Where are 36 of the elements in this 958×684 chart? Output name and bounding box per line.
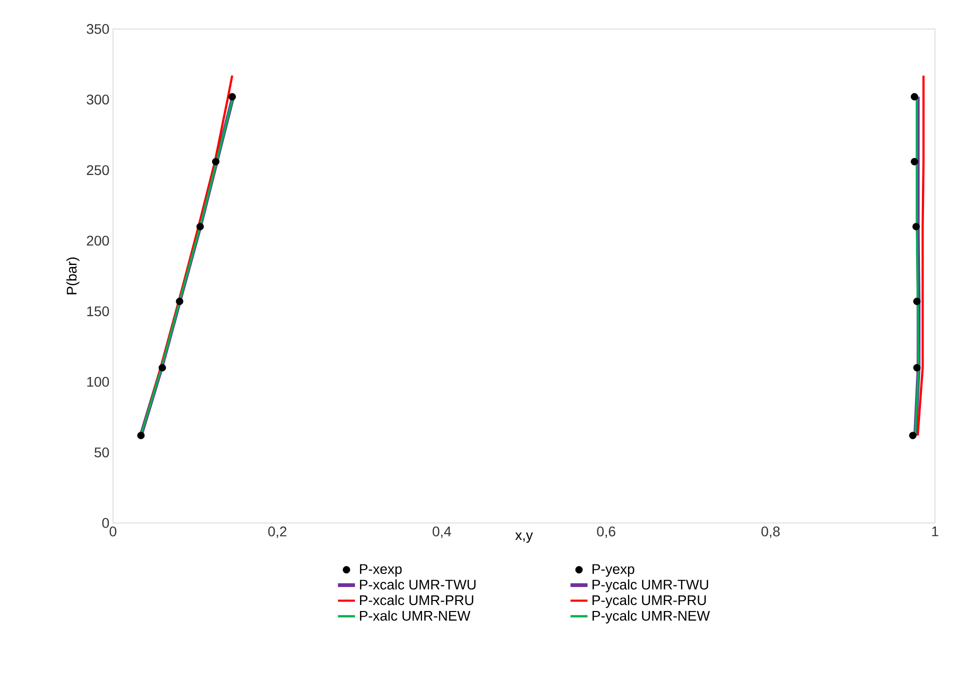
- y-tick-label: 300: [86, 94, 109, 105]
- y-tick-label: 150: [87, 306, 109, 316]
- point: [137, 432, 145, 440]
- point: [910, 93, 918, 100]
- legend-label: P-ycalc UMR-NEW: [592, 610, 710, 624]
- legend-label: P-ycalc UMR-TWU: [592, 579, 708, 592]
- point: [910, 158, 918, 166]
- point: [909, 432, 917, 440]
- point: [196, 222, 204, 230]
- y-tick-label: 350: [86, 24, 109, 34]
- x-tick-label: 0,6: [597, 526, 616, 538]
- point: [158, 364, 166, 372]
- point: [228, 93, 236, 100]
- point: [212, 158, 220, 166]
- point: [912, 222, 920, 230]
- x-tick-label: 0,2: [268, 526, 286, 538]
- y-tick-label: 200: [86, 236, 109, 246]
- legend-label: P-xcalc UMR-TWU: [360, 579, 476, 590]
- x-tick-label: 0,4: [432, 526, 452, 538]
- legend-label: P-yexp: [592, 564, 634, 577]
- y-axis-title: P(bar): [66, 257, 80, 294]
- legend-label: P-xexp: [360, 564, 402, 577]
- point: [176, 298, 184, 306]
- x-tick-label: 0,8: [761, 526, 780, 538]
- legend-label: P-xalc UMR-NEW: [360, 610, 470, 621]
- y-tick-label: 50: [94, 447, 109, 458]
- y-tick-label: 100: [87, 376, 109, 387]
- y-tick-label: 0: [102, 518, 109, 528]
- x-tick-label: 1: [932, 526, 938, 536]
- legend-label: P-xcalc UMR-PRU: [360, 594, 474, 606]
- x-axis-title: x,y: [515, 532, 533, 543]
- x-tick-label: 0: [110, 526, 116, 536]
- y-tick-label: 250: [86, 165, 109, 176]
- point: [913, 364, 921, 372]
- legend-label: P-ycalc UMR-PRU: [592, 594, 706, 608]
- point: [913, 298, 921, 306]
